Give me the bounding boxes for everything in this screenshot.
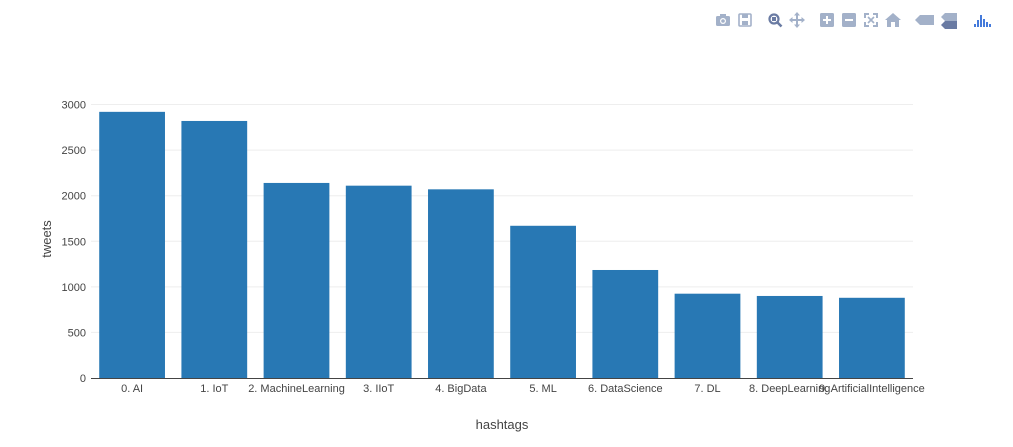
save-icon[interactable] [734, 9, 756, 31]
x-tick-label: 0. AI [121, 383, 143, 395]
zoom-in-icon[interactable] [816, 9, 838, 31]
autoscale-icon[interactable] [860, 9, 882, 31]
bar[interactable] [428, 189, 494, 378]
x-tick-label: 7. DL [694, 383, 720, 395]
x-tick-label: 4. BigData [435, 383, 487, 395]
y-axis-title: tweets [39, 220, 54, 258]
y-tick-label: 2500 [62, 145, 86, 157]
bar[interactable] [839, 297, 905, 378]
modebar-group [912, 9, 962, 31]
x-tick-label: 3. IIoT [363, 383, 394, 395]
camera-icon[interactable] [712, 9, 734, 31]
x-tick-label: 1. IoT [200, 383, 228, 395]
hover-compare-icon[interactable] [937, 9, 962, 31]
bars [99, 111, 905, 379]
x-tick-label: 2. MachineLearning [248, 383, 345, 395]
y-tick-label: 1500 [62, 236, 86, 248]
y-tick-label: 500 [68, 327, 86, 339]
y-tick-label: 1000 [62, 282, 86, 294]
bar[interactable] [592, 269, 659, 378]
bar[interactable] [345, 185, 412, 378]
modebar-group [816, 9, 904, 31]
zoom-out-icon[interactable] [838, 9, 860, 31]
x-tick-label: 9. ArtificialIntelligence [819, 383, 925, 395]
modebar-group [712, 9, 756, 31]
x-tick-labels: 0. AI 1. IoT 2. MachineLearning 3. IIoT 4. B… [121, 383, 925, 395]
modebar-group [764, 9, 808, 31]
plotly-logo-icon[interactable] [970, 9, 995, 31]
modebar-toolbar [704, 9, 995, 31]
y-tick-label: 2000 [62, 191, 86, 203]
x-tick-label: 8. DeepLearning [749, 383, 830, 395]
bar[interactable] [181, 120, 248, 379]
x-tick-label: 6. DataScience [588, 383, 663, 395]
zoom-icon[interactable] [764, 9, 786, 31]
y-tick-labels: 0 500 1000 1500 2000 2500 3000 [62, 100, 86, 385]
y-tick-label: 3000 [62, 100, 86, 112]
bar[interactable] [263, 182, 330, 378]
bar[interactable] [510, 225, 576, 378]
pan-icon[interactable] [786, 9, 808, 31]
modebar-group [970, 9, 995, 31]
bar[interactable] [99, 111, 165, 378]
reset-axes-icon[interactable] [882, 9, 904, 31]
x-axis-title: hashtags [476, 417, 529, 432]
y-tick-label: 0 [80, 373, 86, 385]
bar[interactable] [756, 295, 823, 378]
x-tick-label: 5. ML [529, 383, 557, 395]
hover-closest-icon[interactable] [912, 9, 937, 31]
bar[interactable] [674, 293, 741, 378]
